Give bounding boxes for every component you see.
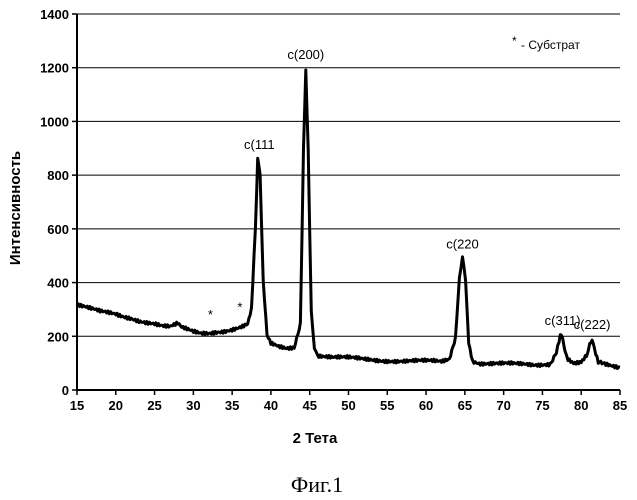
- peak-label: c(220: [446, 236, 479, 251]
- peak-label: c(111: [244, 137, 275, 152]
- peak-annotations: c(111c(200)c(220c(311)c(222)**: [208, 47, 611, 332]
- x-tick-label: 85: [613, 398, 627, 413]
- series-layer: [77, 70, 620, 369]
- x-tick-label: 50: [341, 398, 355, 413]
- x-tick-label: 35: [225, 398, 239, 413]
- peak-label: c(222): [574, 317, 611, 332]
- x-tick-label: 60: [419, 398, 433, 413]
- legend-marker: *: [512, 34, 517, 48]
- x-tick-label: 25: [147, 398, 161, 413]
- y-tick-label: 1200: [40, 61, 69, 76]
- x-tick-label: 65: [458, 398, 472, 413]
- y-tick-label: 200: [47, 329, 69, 344]
- series-line-0: [77, 70, 620, 369]
- x-tick-label: 15: [70, 398, 84, 413]
- peak-label: c(200): [287, 47, 324, 62]
- y-tick-label: 400: [47, 276, 69, 291]
- y-tick-label: 0: [62, 383, 69, 398]
- y-axis-title: Интенсивность: [7, 151, 24, 265]
- x-tick-label: 45: [302, 398, 316, 413]
- y-tick-label: 600: [47, 222, 69, 237]
- y-tick-label: 1000: [40, 114, 69, 129]
- y-tick-label: 1400: [40, 7, 69, 22]
- figure-caption: Фиг.1: [291, 472, 343, 497]
- x-tick-label: 55: [380, 398, 394, 413]
- grid-lines: [77, 14, 620, 336]
- x-tick-label: 75: [535, 398, 549, 413]
- x-axis-title: 2 Тета: [293, 430, 338, 447]
- substrate-marker: *: [237, 300, 242, 315]
- axes: [72, 14, 620, 395]
- x-tick-label: 80: [574, 398, 588, 413]
- legend-text: - Субстрат: [521, 38, 580, 52]
- y-tick-label: 800: [47, 168, 69, 183]
- x-tick-label: 70: [496, 398, 510, 413]
- x-tick-label: 40: [264, 398, 278, 413]
- x-tick-label: 20: [109, 398, 123, 413]
- substrate-marker: *: [208, 307, 213, 322]
- x-tick-label: 30: [186, 398, 200, 413]
